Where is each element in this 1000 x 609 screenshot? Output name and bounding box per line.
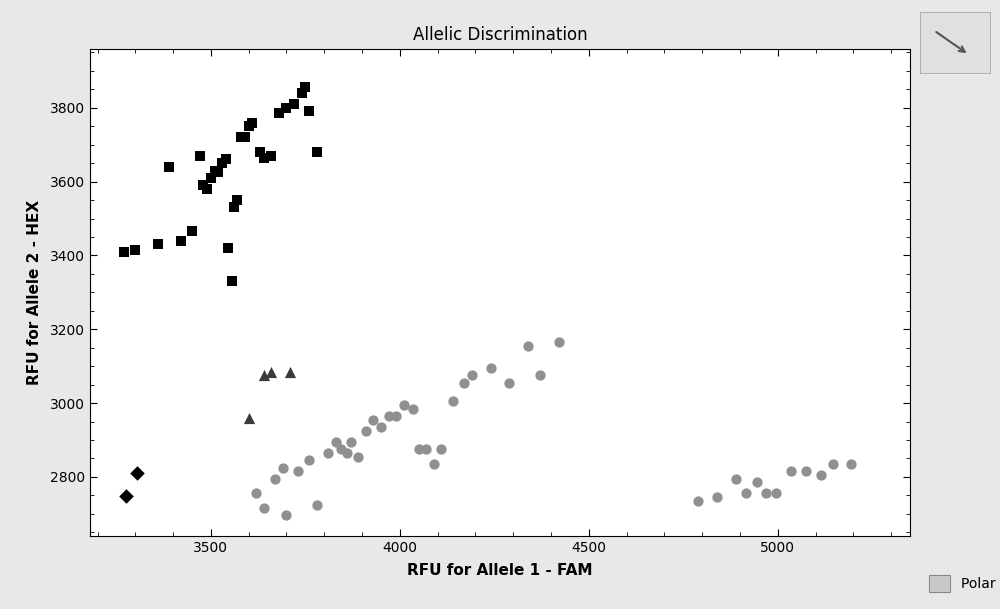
Point [405,404,421,414]
Point [229,195,245,205]
Point [220,243,236,253]
Point [267,474,283,484]
Y-axis label: RFU for Allele 2 - HEX: RFU for Allele 2 - HEX [27,200,42,385]
Point [241,413,257,423]
Point [501,378,517,387]
Point [192,151,208,161]
Point [278,103,294,113]
Point [241,121,257,131]
Point [199,184,215,194]
Point [275,463,291,473]
Point [709,492,725,502]
Point [388,411,404,421]
Point [373,422,389,432]
Point [282,367,298,376]
Point [252,147,268,157]
Point [411,445,427,454]
Point [309,147,325,157]
Point [350,452,366,462]
Point [173,236,189,245]
Point [813,470,829,480]
Point [127,245,143,255]
Point [343,437,359,446]
Point [129,468,145,478]
X-axis label: RFU for Allele 1 - FAM: RFU for Allele 1 - FAM [407,563,593,578]
Point [301,107,317,116]
Point [426,459,442,469]
Point [237,132,253,142]
Point [464,370,480,380]
Point [551,337,567,347]
Point [233,132,249,142]
Point [483,363,499,373]
Point [339,448,355,458]
Point [532,370,548,380]
Point [758,488,774,498]
Point [150,239,166,249]
Point [328,437,344,446]
Point [263,151,279,161]
Point [456,378,472,387]
Point [203,173,219,183]
Point [118,491,134,501]
Point [798,466,814,476]
Point [783,466,799,476]
Point [195,180,211,190]
Point [520,341,536,351]
Point [825,459,841,469]
Point [214,158,230,168]
Point [728,474,744,484]
Point [433,445,449,454]
Point [116,247,132,256]
Point [263,367,279,376]
Point [226,203,242,213]
Point [843,459,859,469]
Point [256,504,272,513]
Point [690,496,706,505]
Point [768,488,784,498]
Point [184,227,200,236]
Title: Allelic Discrimination: Allelic Discrimination [413,26,587,44]
Point [290,466,306,476]
Point [224,276,240,286]
Point [161,162,177,172]
Point [320,448,336,458]
Point [207,166,223,175]
Point [445,396,461,406]
Point [365,415,381,424]
Point [278,510,294,519]
Point [256,153,272,163]
Point [749,477,765,487]
Point [210,167,226,177]
Point [381,411,397,421]
Point [271,108,287,118]
Point [256,370,272,380]
Point [358,426,374,435]
Point [301,456,317,465]
Point [309,499,325,509]
Legend: Polar Coordinates: Polar Coordinates [929,576,1000,593]
Point [297,83,313,93]
Point [286,99,302,109]
Point [294,88,310,98]
Point [248,488,264,498]
Point [218,155,234,164]
Point [244,118,260,127]
Point [418,445,434,454]
Point [333,445,349,454]
Point [396,400,412,410]
Point [738,488,754,498]
